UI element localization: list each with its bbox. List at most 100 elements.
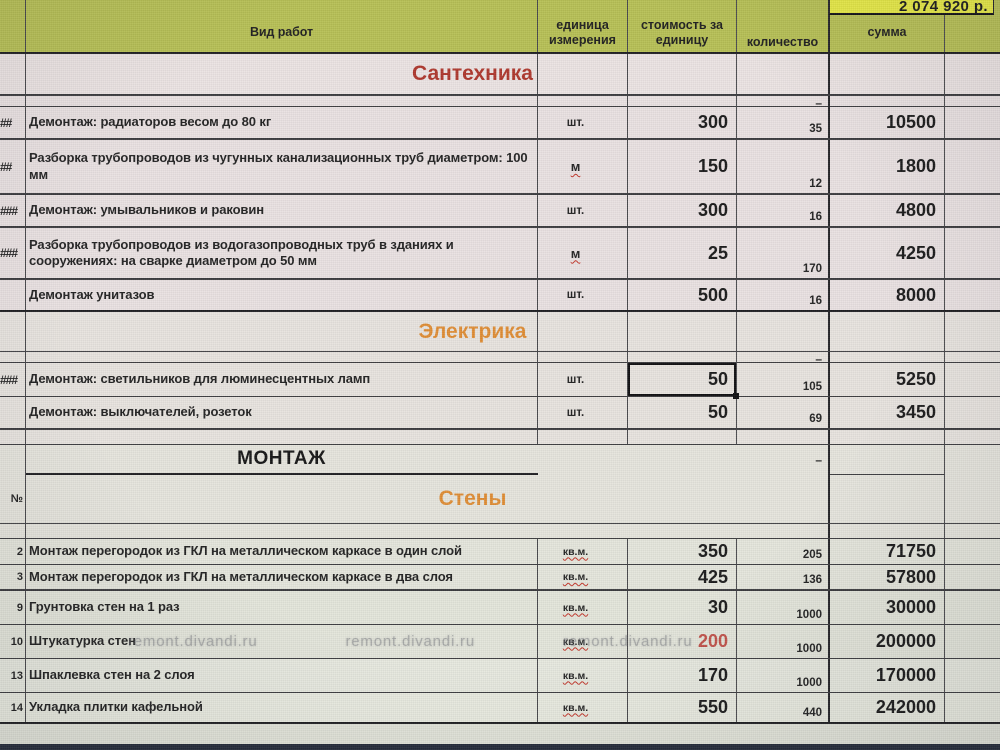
cell-unit-price[interactable]: 425 xyxy=(628,565,737,589)
cell-unit-price[interactable]: 150 xyxy=(628,140,737,193)
cell-row-number[interactable] xyxy=(0,280,26,310)
cell-row-number[interactable]: ## xyxy=(0,107,26,138)
cell-empty[interactable] xyxy=(538,312,628,351)
selected-cell[interactable]: 50 xyxy=(628,363,739,399)
cell-empty[interactable] xyxy=(628,475,737,523)
section-title-installation[interactable]: МОНТАЖ xyxy=(26,445,538,475)
cell-quantity[interactable]: 136 xyxy=(737,565,830,589)
cell-empty[interactable] xyxy=(830,475,945,523)
cell-quantity[interactable]: 1000 xyxy=(737,625,830,658)
cell-work-description[interactable]: Демонтаж: выключателей, розеток xyxy=(26,397,538,428)
cell-empty[interactable] xyxy=(737,312,830,351)
cell-quantity[interactable]: 1000 xyxy=(737,659,830,692)
cell-unit[interactable]: шт. xyxy=(538,280,628,310)
cell-work-description[interactable]: Монтаж перегородок из ГКЛ на металлическ… xyxy=(26,539,538,564)
cell-unit-price[interactable]: 30 xyxy=(628,591,737,624)
cell-row-number[interactable]: 3 xyxy=(0,565,26,589)
cell-empty[interactable] xyxy=(628,54,737,94)
cell-sum[interactable]: 5250 xyxy=(830,363,945,396)
cell-empty[interactable] xyxy=(0,54,26,94)
cell-quantity[interactable]: 170 xyxy=(737,228,830,278)
cell-empty[interactable] xyxy=(830,445,945,475)
cell-quantity[interactable]: 69 xyxy=(737,397,830,428)
cell-unit[interactable]: м xyxy=(538,140,628,193)
header-quantity[interactable]: количество xyxy=(737,13,830,52)
cell-row-number[interactable]: 9 xyxy=(0,591,26,624)
cell-sum[interactable]: 4250 xyxy=(830,228,945,278)
cell-unit[interactable]: кв.м. xyxy=(538,591,628,624)
cell-unit[interactable]: шт. xyxy=(538,397,628,428)
cell-work-description[interactable]: Демонтаж унитазов xyxy=(26,280,538,310)
cell-row-number[interactable]: 14 xyxy=(0,693,26,722)
cell-sum[interactable]: 30000 xyxy=(830,591,945,624)
cell-empty[interactable] xyxy=(737,54,830,94)
cell-work-description[interactable]: Укладка плитки кафельной xyxy=(26,693,538,722)
cell-unit[interactable]: кв.м. xyxy=(538,625,628,658)
cell-empty[interactable] xyxy=(0,312,26,351)
cell-unit-price[interactable]: 300 xyxy=(628,107,737,138)
cell-unit-price[interactable]: 170 xyxy=(628,659,737,692)
cell-quantity[interactable]: 205 xyxy=(737,539,830,564)
cell-unit[interactable]: кв.м. xyxy=(538,565,628,589)
header-sum[interactable]: сумма xyxy=(830,13,945,52)
cell-work-description[interactable]: Грунтовка стен на 1 раз xyxy=(26,591,538,624)
cell-empty[interactable] xyxy=(538,475,628,523)
cell-row-number[interactable]: ## xyxy=(0,140,26,193)
cell-unit[interactable]: кв.м. xyxy=(538,693,628,722)
cell-quantity[interactable]: 1000 xyxy=(737,591,830,624)
cell-sum[interactable]: 200000 xyxy=(830,625,945,658)
cell-row-number[interactable] xyxy=(0,397,26,428)
cell-empty[interactable] xyxy=(737,475,830,523)
cell-unit-price[interactable]: 500 xyxy=(628,280,737,310)
cell-quantity[interactable]: 16 xyxy=(737,195,830,226)
cell-row-number[interactable]: 10 xyxy=(0,625,26,658)
cell-row-number[interactable]: ### xyxy=(0,195,26,226)
cell-unit-price[interactable]: 200 xyxy=(628,625,737,658)
cell-row-number[interactable]: 2 xyxy=(0,539,26,564)
cell-quantity[interactable]: 35 xyxy=(737,107,830,138)
cell-sum[interactable]: 10500 xyxy=(830,107,945,138)
cell-row-number[interactable]: 13 xyxy=(0,659,26,692)
cell-empty[interactable] xyxy=(830,312,945,351)
cell-sum[interactable]: 4800 xyxy=(830,195,945,226)
cell-unit-price[interactable]: 550 xyxy=(628,693,737,722)
grand-total-cell[interactable]: 2 074 920 р. xyxy=(829,0,994,15)
cell-unit-price[interactable]: 350 xyxy=(628,539,737,564)
cell-work-description[interactable]: Демонтаж: светильников для люминесцентны… xyxy=(26,363,538,396)
cell-sum[interactable]: 3450 xyxy=(830,397,945,428)
cell-sum[interactable]: 1800 xyxy=(830,140,945,193)
cell-sum[interactable]: 170000 xyxy=(830,659,945,692)
cell-sum[interactable]: 71750 xyxy=(830,539,945,564)
cell-row-number[interactable]: ### xyxy=(0,228,26,278)
cell-unit[interactable]: м xyxy=(538,228,628,278)
cell-sum[interactable]: 242000 xyxy=(830,693,945,722)
row-number-header[interactable]: № xyxy=(0,475,26,523)
cell-unit-price[interactable]: 50 xyxy=(628,397,737,428)
cell-work-description[interactable]: Демонтаж: умывальников и раковин xyxy=(26,195,538,226)
header-work-type[interactable]: Вид работ xyxy=(26,13,538,52)
cell-empty[interactable] xyxy=(538,54,628,94)
cell-empty[interactable] xyxy=(830,54,945,94)
cell-work-description[interactable]: Штукатурка стен xyxy=(26,625,538,658)
cell-empty[interactable] xyxy=(26,475,538,523)
cell-work-description[interactable]: Шпаклевка стен на 2 слоя xyxy=(26,659,538,692)
cell-quantity[interactable]: 12 xyxy=(737,140,830,193)
cell-empty[interactable] xyxy=(26,54,538,94)
cell-work-description[interactable]: Разборка трубопроводов из чугунных канал… xyxy=(26,140,538,193)
header-row-number[interactable] xyxy=(0,13,26,52)
cell-unit[interactable]: кв.м. xyxy=(538,659,628,692)
cell-work-description[interactable]: Разборка трубопроводов из водогазопровод… xyxy=(26,228,538,278)
cell-sum[interactable]: 8000 xyxy=(830,280,945,310)
cell-empty[interactable] xyxy=(0,445,26,475)
cell-quantity[interactable]: 440 xyxy=(737,693,830,722)
cell-empty[interactable] xyxy=(538,445,628,475)
cell-unit-price[interactable]: 25 xyxy=(628,228,737,278)
cell-quantity[interactable]: 16 xyxy=(737,280,830,310)
cell-unit[interactable]: шт. xyxy=(538,363,628,396)
cell-row-number[interactable]: ### xyxy=(0,363,26,396)
cell-work-description[interactable]: Монтаж перегородок из ГКЛ на металлическ… xyxy=(26,565,538,589)
cell-unit[interactable]: кв.м. xyxy=(538,539,628,564)
cell-unit-price[interactable]: 300 xyxy=(628,195,737,226)
cell-unit[interactable]: шт. xyxy=(538,107,628,138)
header-unit[interactable]: единица измерения xyxy=(538,13,628,52)
